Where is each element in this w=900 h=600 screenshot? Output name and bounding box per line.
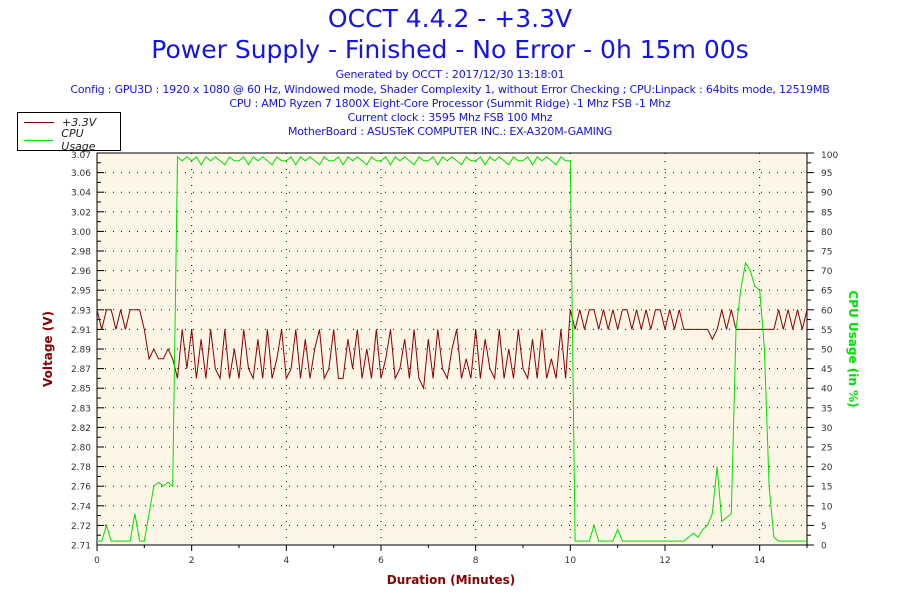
motherboard-info: MotherBoard : ASUSTeK COMPUTER INC.: EX-…	[287, 125, 613, 138]
voltage-series-line	[96, 309, 808, 391]
y-axis-label: Voltage (V)	[41, 311, 55, 387]
chart-title: OCCT 4.4.2 - +3.3V	[327, 4, 573, 33]
y2-tick-label: 50	[821, 346, 833, 356]
y2-tick-label: 25	[821, 444, 832, 454]
y-tick-label: 2.71	[71, 542, 91, 552]
x-tick-label: 2	[189, 556, 195, 566]
y-tick-label: 3.00	[71, 228, 91, 238]
y-tick-label: 2.96	[71, 267, 91, 277]
y-tick-label: 2.76	[71, 483, 91, 493]
config-info: Config : GPU3D : 1920 x 1080 @ 60 Hz, Wi…	[70, 83, 830, 96]
legend-label: CPU Usage	[61, 127, 96, 153]
y2-axis-label: CPU Usage (in %)	[846, 290, 860, 407]
y2-tick-label: 60	[821, 306, 833, 316]
y2-tick-label: 35	[821, 404, 832, 414]
y2-tick-label: 0	[821, 542, 827, 552]
y2-tick-label: 30	[821, 424, 833, 434]
x-axis-label: Duration (Minutes)	[387, 573, 515, 587]
y2-tick-label: 85	[821, 208, 832, 218]
y2-tick-label: 95	[821, 169, 832, 179]
y-tick-label: 3.02	[71, 208, 91, 218]
legend-label: +3.3V	[62, 115, 97, 129]
series-layer	[96, 155, 808, 542]
clock-info: Current clock : 3595 Mhz FSB 100 Mhz	[347, 111, 553, 124]
y-tick-label: 2.89	[71, 346, 91, 356]
legend-swatch-voltage	[24, 121, 54, 123]
x-tick-label: 12	[659, 556, 670, 566]
y2-tick-label: 90	[821, 189, 833, 199]
x-tick-label: 6	[378, 556, 384, 566]
y2-tick-label: 70	[821, 267, 833, 277]
y2-tick-label: 45	[821, 365, 832, 375]
y-tick-label: 2.93	[71, 306, 91, 316]
y-tick-label: 2.82	[71, 424, 91, 434]
chart-subtitle: Power Supply - Finished - No Error - 0h …	[151, 35, 749, 64]
y-tick-label: 3.04	[71, 189, 91, 199]
axes: 2.71 02.72 52.74 102.76 152.78 202.80 252.82 30…	[71, 151, 838, 566]
legend-swatch-cpu	[24, 139, 54, 141]
y-tick-label: 2.98	[71, 248, 91, 258]
y2-tick-label: 80	[821, 228, 833, 238]
legend: +3.3V CPU Usage	[17, 112, 121, 153]
y2-tick-label: 40	[821, 385, 833, 395]
y2-tick-label: 65	[821, 287, 832, 297]
y-tick-label: 2.87	[71, 365, 91, 375]
x-tick-label: 0	[94, 556, 100, 566]
plot-border	[96, 152, 808, 546]
legend-item-voltage: +3.3V	[24, 114, 96, 130]
generated-info: Generated by OCCT : 2017/12/30 13:18:01	[335, 68, 565, 81]
y2-tick-label: 20	[821, 463, 833, 473]
y-tick-label: 3.06	[71, 169, 91, 179]
y-tick-label: 2.83	[71, 404, 91, 414]
cpu-info: CPU : AMD Ryzen 7 1800X Eight-Core Proce…	[229, 97, 671, 110]
y-tick-label: 2.91	[71, 326, 91, 336]
x-tick-label: 8	[473, 556, 479, 566]
y-tick-label: 2.78	[71, 463, 91, 473]
legend-item-cpu: CPU Usage	[24, 127, 120, 153]
y2-tick-label: 55	[821, 326, 832, 336]
y-tick-label: 2.74	[71, 502, 91, 512]
y-tick-label: 3.07	[71, 151, 91, 161]
y2-tick-label: 100	[821, 151, 838, 161]
y-tick-label: 2.85	[71, 385, 91, 395]
y2-tick-label: 5	[821, 522, 827, 532]
cpu-usage-series-line	[97, 155, 807, 542]
y-tick-label: 2.80	[71, 444, 91, 454]
x-tick-label: 4	[283, 556, 289, 566]
y-tick-label: 2.72	[71, 522, 91, 532]
x-tick-label: 14	[754, 556, 766, 566]
x-tick-label: 10	[565, 556, 577, 566]
y2-tick-label: 10	[821, 502, 833, 512]
y2-tick-label: 75	[821, 248, 832, 258]
y-tick-label: 2.95	[71, 287, 91, 297]
y2-tick-label: 15	[821, 483, 832, 493]
